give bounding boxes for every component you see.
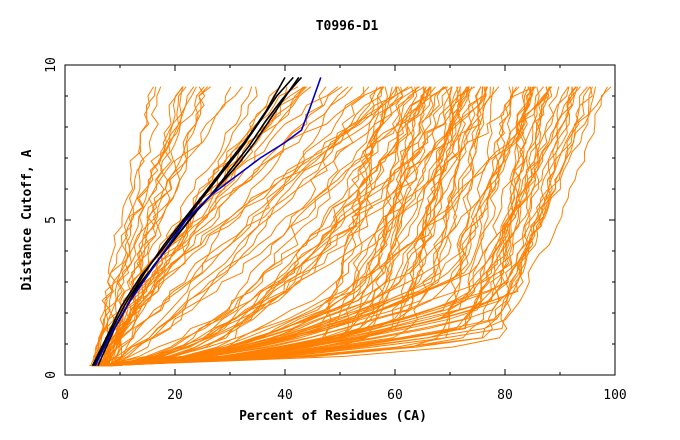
model-curve [116,86,429,367]
model-curve [92,86,482,367]
model-curve [100,86,425,366]
model-curve [101,86,527,367]
model-curve [98,86,388,367]
model-curve [100,86,450,367]
series-layer [89,76,612,367]
model-curve [94,86,304,367]
x-tick-label: 60 [387,388,403,403]
model-curve [103,86,560,367]
model-curve [95,86,206,366]
model-curve [100,86,514,367]
model-curve [116,86,446,366]
series-line-good-1 [94,77,286,367]
y-tick-label: 0 [44,371,59,379]
model-curve [103,86,427,367]
model-curve [91,86,581,367]
model-curve [98,86,612,367]
model-curve [95,86,535,367]
y-tick-label: 10 [44,57,59,73]
model-curve [103,86,550,367]
model-curve [100,86,550,367]
model-curve [98,86,550,367]
model-curve [101,86,404,367]
model-curve [102,86,444,367]
x-tick-label: 80 [497,388,513,403]
model-curve [109,86,232,366]
model-curve [108,86,436,367]
model-curve [111,86,349,367]
model-curve [112,86,467,367]
model-curve [104,86,381,367]
model-curve [100,86,425,367]
model-curve [108,86,453,367]
model-curve [97,86,434,367]
x-tick-label: 0 [61,388,69,403]
model-curve [97,86,195,366]
ticks-layer: 0 20 40 60 80 100 0 5 10 [44,57,627,403]
model-curve [100,86,157,366]
model-curve [114,86,365,367]
model-curve [94,86,495,367]
series-line-best-4 [94,77,322,367]
model-curve [103,86,209,366]
model-curve [97,86,483,367]
model-curve [102,86,462,367]
model-curve [107,86,535,367]
model-curve [108,86,378,367]
x-tick-label: 100 [603,388,626,403]
model-curve [119,86,399,367]
model-curve [105,86,449,367]
chart-title: T0996-D1 [316,19,379,34]
model-curve [110,86,500,367]
model-curve [103,86,579,367]
model-curve [93,86,197,366]
model-curve [109,86,343,366]
model-curve [104,86,577,367]
model-curve [95,86,575,367]
model-curve [91,86,487,367]
model-curve [114,86,552,367]
model-curve [108,86,596,367]
y-tick-label: 5 [44,216,59,224]
model-curve [108,86,184,367]
model-curve [94,86,418,367]
model-curve [104,86,299,366]
model-curve [95,86,544,367]
model-curve [106,86,608,367]
model-curve [95,86,370,367]
model-curve [99,86,413,366]
x-tick-label: 40 [277,388,293,403]
model-curve [105,86,469,367]
model-curve [104,86,588,367]
x-axis-label: Percent of Residues (CA) [239,409,427,424]
model-curve [96,86,535,367]
model-curve [105,86,420,366]
model-curve [98,86,393,367]
model-curve [98,86,487,367]
model-curve [98,86,431,367]
model-curve [95,86,530,367]
model-curve [105,86,432,367]
model-curve [97,86,470,367]
model-curve [91,86,243,367]
y-axis-label: Distance Cutoff, A [20,149,35,290]
model-curve [107,86,398,367]
model-curve [105,86,491,367]
x-tick-label: 20 [167,388,183,403]
